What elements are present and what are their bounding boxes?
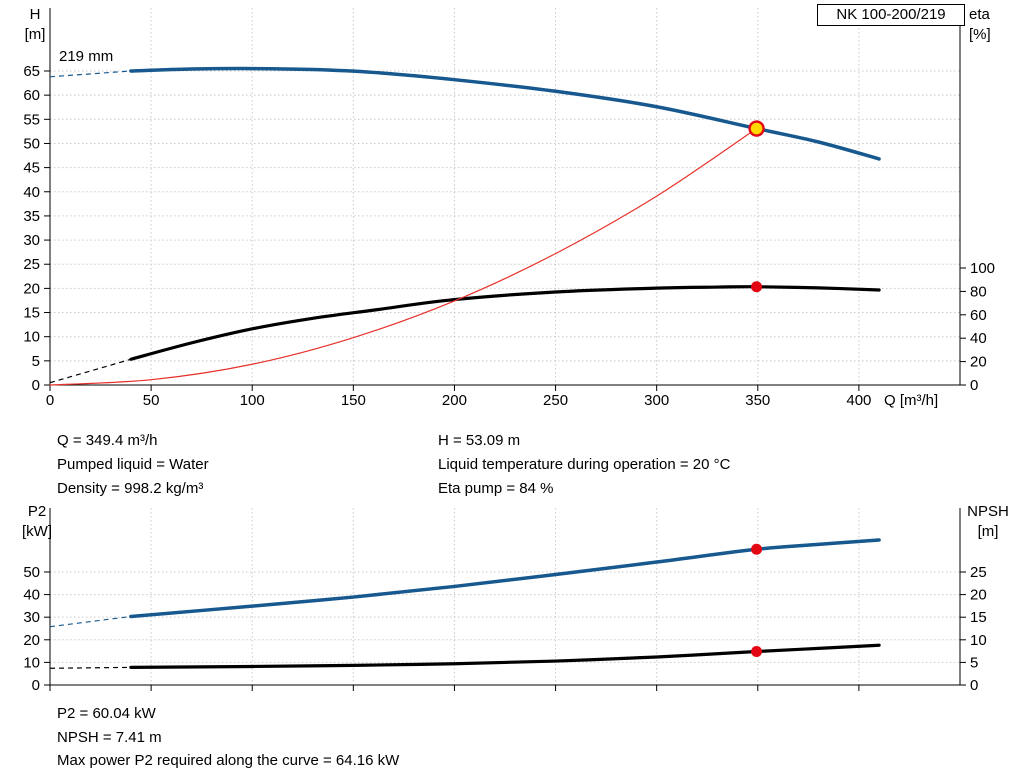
axis-label-unit: [m]: [977, 523, 999, 540]
npsh-curve: [129, 643, 881, 669]
y-right-tick-label: 60: [970, 307, 987, 324]
impeller-diameter-label: 219 mm: [59, 48, 114, 65]
axis-label-unit: [kW]: [22, 523, 52, 540]
y-left-tick-label: 5: [32, 353, 40, 370]
y-right-tick-label: 15: [970, 609, 987, 626]
npsh-dashed-lead: [49, 666, 131, 669]
efficiency-curve: [129, 285, 881, 361]
axis-label-text: H: [29, 6, 41, 23]
info-p2: P2 = 60.04 kW: [57, 705, 156, 722]
power-info-block: P2 = 60.04 kW NPSH = 7.41 m Max power P2…: [57, 702, 399, 773]
y-left-tick-label: 0: [32, 677, 40, 694]
system-curve-curve: [49, 127, 758, 386]
y-left-tick-label: 55: [23, 111, 40, 128]
pump-type-box: NK 100-200/219: [817, 4, 965, 26]
y-left-tick-label: 20: [23, 632, 40, 649]
x-tick-label: 250: [543, 392, 568, 409]
y-left-tick-label: 60: [23, 87, 40, 104]
y-left-tick-label: 40: [23, 184, 40, 201]
info-liquid-temperature: Liquid temperature during operation = 20…: [438, 456, 731, 473]
x-tick-label: 300: [644, 392, 669, 409]
y-right-tick-label: 20: [970, 587, 987, 604]
info-head: H = 53.09 m: [438, 432, 521, 449]
x-tick-label: 400: [846, 392, 871, 409]
axis-label-text: NPSH: [967, 503, 1009, 520]
y-right-tick-label: 0: [970, 677, 978, 694]
y-left-tick-label: 20: [23, 280, 40, 297]
x-tick-label: 150: [341, 392, 366, 409]
efficiency-dashed-lead: [49, 358, 132, 384]
y-right-tick-label: 5: [970, 654, 978, 671]
y-left-tick-label: 40: [23, 587, 40, 604]
y-left-tick-label: 35: [23, 208, 40, 225]
axis-label-text: P2: [27, 503, 47, 520]
operating-info-col2: H = 53.09 m Liquid temperature during op…: [438, 429, 730, 501]
x-tick-label: 100: [240, 392, 265, 409]
curve-point-marker: [751, 543, 763, 555]
p2-power-curve: [129, 538, 881, 619]
head-219mm-dashed-lead: [49, 70, 131, 78]
operating-info-col1: Q = 349.4 m³/h Pumped liquid = Water Den…: [57, 429, 209, 501]
y-left-tick-label: 50: [23, 135, 40, 152]
info-max-power: Max power P2 required along the curve = …: [57, 752, 400, 769]
x-tick-label: 350: [745, 392, 770, 409]
info-pumped-liquid: Pumped liquid = Water: [57, 456, 209, 473]
y-right-tick-label: 80: [970, 283, 987, 300]
x-tick-label: 200: [442, 392, 467, 409]
info-npsh: NPSH = 7.41 m: [57, 728, 162, 746]
y-axis-label-eta: eta [%]: [969, 5, 1013, 45]
y-left-tick-label: 65: [23, 63, 40, 80]
x-tick-label: 0: [46, 392, 54, 409]
y-left-tick-label: 10: [23, 329, 40, 346]
axis-label-unit: [m]: [24, 26, 46, 43]
y-left-tick-label: 15: [23, 305, 40, 322]
y-axis-label-head: H [m]: [20, 5, 50, 45]
y-right-tick-label: 25: [970, 564, 987, 581]
curve-point-marker: [751, 281, 763, 293]
y-right-tick-label: 0: [970, 377, 978, 394]
y-right-tick-label: 40: [970, 330, 987, 347]
y-axis-label-p2: P2 [kW]: [18, 502, 56, 542]
info-density: Density = 998.2 kg/m³: [57, 480, 204, 497]
y-left-tick-label: 25: [23, 256, 40, 273]
y-left-tick-label: 30: [23, 232, 40, 249]
info-eta-pump: Eta pump = 84 %: [438, 480, 554, 497]
axis-label-unit: [%]: [969, 26, 991, 43]
y-axis-label-npsh: NPSH [m]: [962, 502, 1014, 542]
y-left-tick-label: 45: [23, 160, 40, 177]
y-right-tick-label: 20: [970, 354, 987, 371]
axis-label-text: eta: [969, 6, 990, 23]
head-219mm-curve: [129, 66, 881, 161]
y-left-tick-label: 30: [23, 609, 40, 626]
x-tick-label: 50: [143, 392, 160, 409]
y-left-tick-label: 0: [32, 377, 40, 394]
y-left-tick-label: 50: [23, 564, 40, 581]
curve-point-marker: [751, 646, 763, 658]
y-left-tick-label: 10: [23, 654, 40, 671]
y-right-tick-label: 100: [970, 260, 995, 277]
x-axis-unit-label: Q [m³/h]: [884, 392, 939, 409]
info-flow: Q = 349.4 m³/h: [57, 432, 158, 449]
y-right-tick-label: 10: [970, 632, 987, 649]
duty-point-marker: [748, 120, 765, 137]
p2-power-dashed-lead: [49, 615, 131, 628]
